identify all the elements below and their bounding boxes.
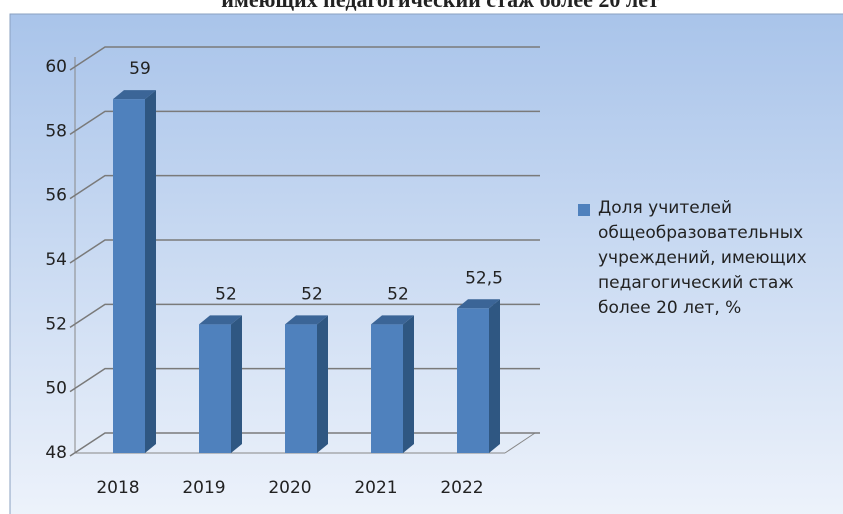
bar xyxy=(199,324,231,453)
y-tick-label: 48 xyxy=(45,443,67,463)
bar-top xyxy=(371,315,414,325)
data-label: 52 xyxy=(301,284,323,304)
grid-line xyxy=(69,239,540,264)
y-tick-label: 56 xyxy=(45,186,67,206)
bar xyxy=(285,324,317,453)
x-tick-label: 2018 xyxy=(96,478,139,498)
y-tick-label: 50 xyxy=(45,379,67,399)
floor-edge xyxy=(504,432,536,454)
legend-key xyxy=(578,204,590,216)
bar xyxy=(371,324,403,453)
data-label: 59 xyxy=(129,59,151,79)
grid-line xyxy=(69,303,540,328)
x-tick-label: 2020 xyxy=(268,478,311,498)
bar-side xyxy=(231,315,242,453)
bar-top xyxy=(285,315,328,325)
x-tick-label: 2022 xyxy=(440,478,483,498)
bar-top xyxy=(457,299,500,309)
legend-label: Доля учителей общеобразовательных учрежд… xyxy=(598,198,807,318)
grid-line xyxy=(69,46,540,71)
y-tick-label: 58 xyxy=(45,121,67,141)
y-tick-label: 54 xyxy=(45,250,67,270)
bar-top xyxy=(113,90,156,100)
grid-line xyxy=(69,174,540,200)
bar-side xyxy=(489,299,500,453)
y-tick-label: 52 xyxy=(45,314,67,334)
x-tick-label: 2021 xyxy=(354,478,397,498)
bar-side xyxy=(145,90,156,454)
data-label: 52 xyxy=(215,284,237,304)
x-tick-label: 2019 xyxy=(182,478,225,498)
bar xyxy=(113,99,145,454)
bar xyxy=(457,308,489,453)
y-tick-label: 60 xyxy=(45,57,67,77)
bar-side xyxy=(403,315,414,453)
grid-line xyxy=(69,110,540,135)
data-label: 52 xyxy=(387,284,409,304)
bar-top xyxy=(199,315,242,325)
data-label: 52,5 xyxy=(465,268,503,288)
chart-title: имеющих педагогический стаж более 20 лет xyxy=(221,0,659,12)
plot: 48 50 52 54 56 58 60 2018 59 2019 52 2020 52 2021 52 20… xyxy=(45,46,540,498)
bar-side xyxy=(317,315,328,453)
